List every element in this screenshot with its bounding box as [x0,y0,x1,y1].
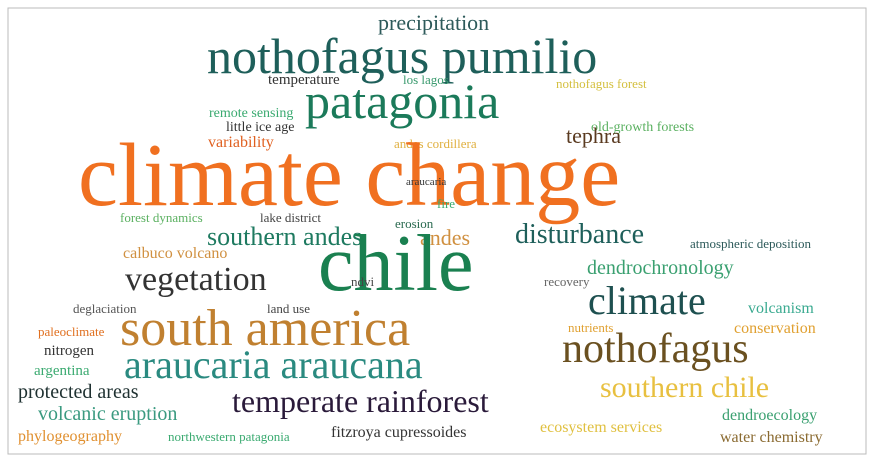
word: araucaria araucana [124,342,423,387]
word: conservation [734,320,816,337]
word: andes cordillera [394,136,477,151]
word: northwestern patagonia [168,429,290,444]
word: fire [437,196,455,211]
word: southern andes [207,222,362,251]
word: land use [267,301,310,316]
word: nothofagus [562,326,749,372]
word: remote sensing [209,106,293,121]
word: volcanism [748,300,814,317]
word: south america [120,300,410,357]
word: patagonia [305,73,499,129]
word: climate [588,278,706,323]
word: dendrochronology [587,257,734,279]
word: ndvi [351,274,375,289]
word: disturbance [515,219,644,250]
word: temperature [268,72,340,88]
word: forest dynamics [120,210,203,225]
word: nitrogen [44,343,94,359]
word: calbuco volcano [123,245,227,262]
frame [7,7,867,455]
word: araucaria [406,176,446,188]
word: nothofagus forest [556,76,647,91]
word: tephra [566,123,621,148]
word: little ice age [226,120,294,135]
word: fitzroya cupressoides [331,424,467,441]
word: vegetation [125,261,267,298]
word: precipitation [378,10,489,35]
word: old-growth forests [591,120,694,135]
word: southern chile [600,371,769,404]
word: atmospheric deposition [690,236,811,251]
word: variability [208,134,274,151]
word: phylogeography [18,428,122,445]
word: los lagos [403,72,449,87]
word: ecosystem services [540,419,662,436]
word: volcanic eruption [38,403,177,425]
word: protected areas [18,381,139,403]
word: temperate rainforest [232,383,489,419]
word: chile [318,220,473,308]
word: nothofagus pumilio [207,28,597,84]
word: dendroecology [722,407,817,424]
word: recovery [544,274,590,289]
word: paleoclimate [38,324,105,339]
word: nutrients [568,320,614,335]
word: lake district [260,210,321,225]
word: erosion [395,216,434,231]
word: andes [420,225,470,250]
word: argentina [34,363,90,379]
word: climate change [78,126,620,225]
word: deglaciation [73,301,137,316]
word: water chemistry [720,429,823,446]
